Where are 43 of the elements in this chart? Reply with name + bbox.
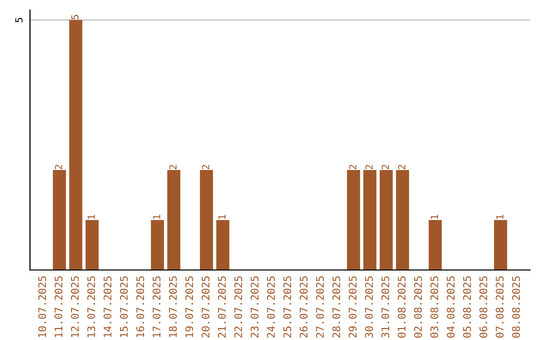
data-label: 2 [382, 164, 389, 170]
x-tick-label: 18.07.2025 [168, 276, 177, 338]
x-tick-label: 03.08.2025 [430, 276, 438, 338]
data-label: 1 [218, 214, 226, 219]
x-tick-label: 21.07.2025 [218, 276, 226, 338]
x-tick-label: 28.07.2025 [332, 276, 340, 338]
x-tick-label: 31.07.2025 [381, 276, 390, 338]
x-tick-label: 07.08.2025 [496, 276, 504, 338]
x-tick-label: 17.07.2025 [152, 276, 160, 338]
x-tick-label: 05.08.2025 [463, 276, 471, 338]
data-label: 2 [169, 164, 176, 170]
x-tick-label: 06.08.2025 [479, 276, 488, 338]
data-label: 2 [54, 164, 62, 170]
data-label: 2 [349, 164, 356, 170]
x-tick-label: 15.07.2025 [120, 276, 128, 338]
x-tick-label: 02.08.2025 [414, 276, 422, 338]
x-tick-label: 01.08.2025 [398, 276, 406, 338]
x-tick-label: 11.07.2025 [54, 276, 62, 338]
x-tick-label: 08.08.2025 [512, 276, 520, 338]
data-label: 1 [88, 214, 95, 219]
x-tick-label: 13.07.2025 [87, 276, 96, 338]
data-label: 1 [153, 214, 160, 219]
x-tick-label: 12.07.2025 [70, 276, 79, 338]
x-tick-label: 10.07.2025 [38, 276, 46, 338]
x-tick-label: 26.07.2025 [300, 276, 308, 338]
data-label: 2 [365, 164, 373, 170]
x-tick-label: 30.07.2025 [365, 276, 373, 338]
data-label: 1 [496, 214, 504, 219]
x-tick-label: 19.07.2025 [185, 276, 194, 338]
x-tick-label: 04.08.2025 [446, 276, 455, 338]
x-tick-label: 25.07.2025 [283, 276, 292, 338]
x-tick-label: 27.07.2025 [316, 276, 324, 338]
data-label: 5 [71, 14, 79, 20]
data-label: 2 [202, 164, 210, 170]
x-tick-label: 22.07.2025 [234, 276, 242, 338]
x-tick-label: 23.07.2025 [250, 276, 259, 338]
data-label: 2 [398, 164, 406, 170]
x-tick-label: 20.07.2025 [202, 276, 210, 338]
x-tick-label: 14.07.2025 [104, 276, 112, 338]
data-label: 1 [430, 214, 438, 219]
x-tick-label: 16.07.2025 [136, 276, 144, 338]
x-tick-label: 24.07.2025 [267, 276, 275, 338]
x-tick-label: 29.07.2025 [348, 276, 357, 338]
